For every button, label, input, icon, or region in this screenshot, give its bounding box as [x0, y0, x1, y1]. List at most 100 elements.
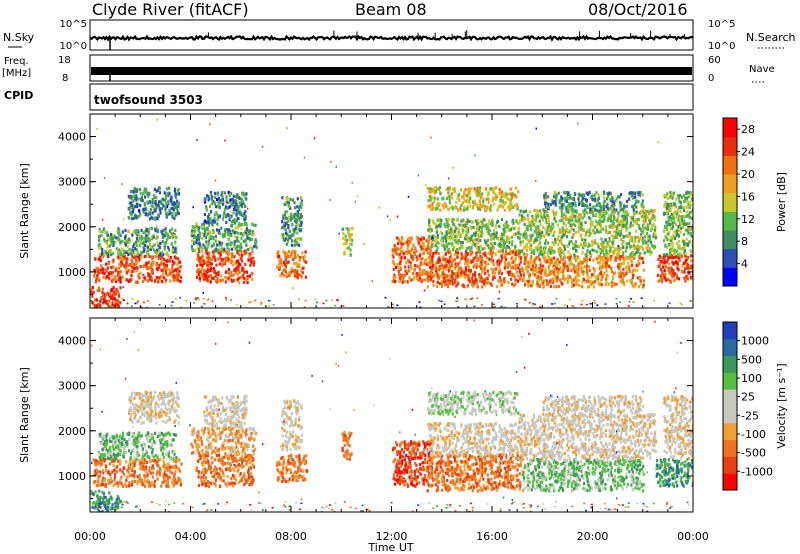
colorbar-tick-label: 4	[741, 258, 748, 271]
nsky-trace	[90, 30, 693, 50]
echo-region	[522, 254, 645, 289]
echo-region	[93, 254, 183, 284]
nsearch-label: N.Search	[746, 31, 796, 44]
echo-region	[195, 249, 256, 285]
colorbar-cell	[723, 136, 737, 156]
colorbar-cell	[723, 155, 737, 175]
x-tick-label: 00:00	[677, 530, 709, 543]
echo-region	[90, 286, 122, 308]
date-title: 08/Oct/2016	[588, 0, 688, 19]
cpid-panel: CPID twofsound 3503	[4, 83, 694, 111]
colorbar-tick-label: 1000	[741, 335, 769, 348]
cpid-value: twofsound 3503	[94, 93, 203, 107]
colorbar-tick-label: 25	[741, 391, 755, 404]
y-tick-label: 3000	[58, 380, 86, 393]
colorbar-tick-label: 28	[741, 123, 755, 136]
nsky-line	[90, 34, 693, 42]
echo-region	[427, 217, 520, 253]
nave-tick-top: 60	[708, 55, 721, 66]
colorbar-tick-label: -1000	[741, 465, 773, 478]
colorbar-cell	[723, 174, 737, 194]
power-colorbar-label: Power [dB]	[775, 172, 788, 232]
echo-region	[281, 399, 304, 452]
velocity-colorbar: 1000 500 100 25 -25 -100 -500 -1000	[722, 321, 773, 491]
velocity-y-ticks: 1000 2000 3000 4000	[58, 318, 694, 512]
colorbar-tick-label: -25	[741, 409, 759, 422]
echo-region	[203, 190, 248, 226]
echo-region	[542, 394, 645, 416]
echo-region	[190, 426, 258, 457]
echo-region	[542, 190, 645, 212]
freq-label: Freq.	[4, 56, 29, 67]
colorbar-tick-label: 24	[741, 146, 755, 159]
echo-region	[128, 390, 181, 425]
echo-region	[195, 453, 255, 489]
colorbar-cell	[723, 192, 737, 212]
freq-tick-top: 18	[58, 55, 71, 66]
x-tick-label: 04:00	[175, 530, 207, 543]
echo-region	[275, 249, 308, 280]
echo-region	[426, 186, 520, 212]
echo-region	[190, 222, 258, 253]
freq-panel: Freq. [MHz] 18 8 60 0 Nave	[2, 54, 775, 84]
echo-region	[426, 421, 520, 457]
colorbar-cell	[723, 406, 737, 424]
colorbar-cell	[723, 338, 737, 357]
y-tick-label: 1000	[58, 470, 86, 483]
freq-trace	[91, 67, 692, 81]
nave-label: Nave	[749, 64, 775, 75]
speckles	[90, 319, 690, 512]
echo-region	[517, 208, 658, 257]
colorbar-cell	[723, 118, 737, 138]
colorbar-cell	[723, 322, 737, 340]
velocity-echoes	[90, 319, 693, 512]
colorbar-tick-label: 500	[741, 353, 762, 366]
echo-region	[97, 431, 178, 461]
velocity-y-label: Slant Range [km]	[18, 367, 31, 463]
nave-tick-bottom: 0	[708, 73, 714, 84]
colorbar-cell	[723, 389, 737, 407]
x-axis-label: Time UT	[367, 541, 413, 554]
colorbar-cell	[723, 230, 737, 250]
y-tick-label: 4000	[58, 335, 86, 348]
speckles	[90, 118, 693, 308]
nsky-panel: N.Sky 10^5 10^0 10^5 10^0 N.Search	[3, 19, 796, 52]
power-panel: 1000 2000 3000 4000 Slant Range [km] 28 24 20…	[18, 113, 788, 309]
echo-region	[127, 186, 180, 221]
x-tick-label: 16:00	[476, 530, 508, 543]
velocity-colorbar-label: Velocity [m s⁻¹]	[775, 363, 788, 448]
x-tick-label: 08:00	[275, 530, 307, 543]
power-echoes	[90, 118, 693, 308]
echo-region	[655, 457, 693, 488]
colorbar-cell	[723, 456, 737, 474]
velocity-x-ticks: 00:00 04:00 08:00 12:00 16:00 20:00 00:00	[74, 530, 709, 543]
echo-region	[276, 453, 309, 484]
y-tick-label: 4000	[58, 131, 86, 144]
power-y-label: Slant Range [km]	[18, 163, 31, 259]
echo-region	[341, 226, 354, 257]
echo-region	[92, 457, 183, 488]
echo-region	[97, 226, 178, 257]
x-tick-label: 12:00	[376, 530, 408, 543]
colorbar-cell	[723, 372, 737, 390]
nsearch-tick-top: 10^5	[708, 19, 735, 30]
nsky-tick-bottom: 10^0	[60, 41, 87, 52]
station-title: Clyde River (fitACF)	[92, 0, 249, 19]
y-tick-label: 2000	[58, 221, 86, 234]
colorbar-frame	[722, 117, 738, 287]
freq-band	[91, 67, 692, 75]
echo-region	[341, 431, 353, 461]
echo-region	[426, 453, 525, 493]
echo-region	[662, 190, 693, 257]
echo-region	[203, 394, 248, 430]
echo-region	[426, 390, 520, 416]
colorbar-cell	[723, 473, 737, 491]
echo-region	[517, 412, 658, 461]
echo-region	[281, 196, 304, 247]
beam-title: Beam 08	[355, 0, 427, 19]
colorbar-cell	[723, 355, 737, 373]
colorbar-tick-label: 100	[741, 372, 762, 385]
